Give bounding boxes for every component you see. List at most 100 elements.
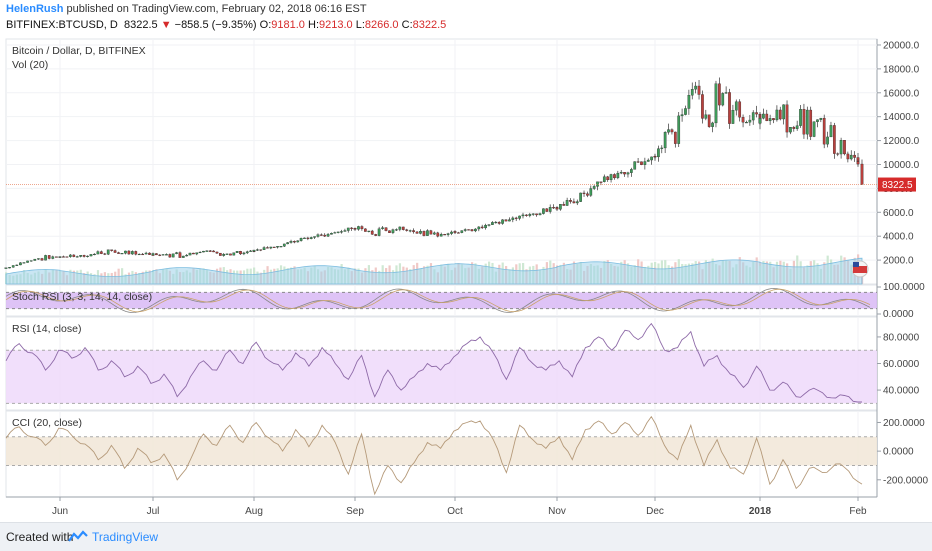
cci-axis-label: 0.0000 [883, 447, 914, 458]
candle-body [453, 231, 457, 233]
candle-body [660, 147, 664, 149]
cci-axis-label: 200.0000 [883, 418, 925, 429]
candle-body [272, 246, 276, 248]
candle-body [171, 253, 175, 258]
candle-body [812, 121, 816, 137]
candle-body [363, 228, 367, 232]
candle-body [805, 109, 809, 135]
candle-body [751, 112, 755, 121]
candle-body [718, 83, 721, 106]
candle-body [158, 254, 162, 256]
candle-body [419, 231, 422, 234]
publish-info: HelenRush published on TradingView.com, … [6, 3, 367, 17]
candle-body [239, 251, 242, 255]
candle-body [388, 230, 391, 233]
time-axis-label: 2018 [749, 506, 772, 517]
candle-body [185, 254, 189, 257]
candle-body [724, 92, 728, 94]
candle-body [731, 110, 735, 124]
candle-body [22, 262, 26, 264]
candle-body [181, 255, 185, 258]
candle-body [609, 174, 613, 181]
rsi-axis-label: 80.0000 [883, 332, 920, 343]
candle-body [330, 233, 333, 235]
candle-body [106, 249, 110, 255]
candle-body [408, 230, 412, 232]
candle-body [677, 115, 681, 144]
candle-body [208, 250, 212, 252]
time-axis-label: Oct [447, 506, 463, 517]
time-axis-label: Feb [849, 506, 867, 517]
candle-body [511, 217, 515, 220]
stoch-axis-label: 100.0000 [883, 282, 925, 293]
candle-body [545, 208, 549, 212]
candle-body [748, 119, 752, 123]
author-link[interactable]: HelenRush [6, 3, 64, 15]
candle-body [822, 117, 826, 145]
tradingview-brand-link[interactable]: TradingView [92, 530, 159, 544]
candle-body [839, 140, 843, 155]
rsi-axis-label: 40.0000 [883, 386, 920, 397]
candle-body [58, 256, 62, 258]
candle-body [738, 101, 742, 118]
price-axis-label: 14000.0 [883, 112, 920, 123]
price-axis-label: 6000.0 [883, 208, 914, 219]
candle-body [202, 250, 205, 253]
candle-body [684, 108, 687, 115]
candle-body [120, 253, 124, 255]
candle-body [789, 127, 792, 133]
candle-body [860, 163, 864, 185]
candle-body [646, 159, 650, 162]
candle-body [497, 221, 501, 224]
price-axis-label: 16000.0 [883, 88, 920, 99]
flag-canton [853, 262, 859, 267]
candle-body [286, 242, 290, 245]
stoch-axis-label: 0.0000 [883, 309, 914, 320]
candle-body [350, 227, 353, 229]
open-value: 9181.0 [271, 19, 305, 31]
candle-body [55, 256, 58, 258]
candle-body [96, 251, 100, 255]
candle-body [514, 217, 518, 219]
candle-body [415, 231, 419, 234]
candle-body [353, 228, 357, 230]
candle-body [843, 140, 846, 155]
candle-body [124, 250, 127, 254]
candle-body [144, 252, 148, 255]
price-axis-label: 4000.0 [883, 232, 914, 243]
candle-body [303, 237, 306, 239]
candle-body [252, 249, 256, 252]
symbol-label: BITFINEX:BTCUSD, D [6, 19, 118, 31]
candle-body [606, 176, 610, 181]
candle-body [103, 253, 107, 255]
candle-body [384, 227, 388, 231]
chart-area[interactable]: 20000.0 18000.0 16000.0 14000.0 12000.0 10000… [0, 0, 932, 522]
candle-body [205, 250, 209, 252]
candle-body [484, 224, 487, 229]
candle-body [474, 228, 477, 232]
high-label: H: [308, 19, 319, 31]
candle-body [768, 118, 772, 122]
candle-body [697, 85, 701, 95]
current-price-label: 8322.5 [882, 180, 913, 191]
candle-body [853, 154, 856, 158]
candle-body [443, 234, 447, 236]
candle-body [711, 122, 714, 127]
published-text: published on TradingView.com, February 0… [66, 3, 367, 15]
candle-body [377, 228, 381, 236]
candle-body [134, 251, 138, 255]
candle-body [141, 253, 145, 256]
candle-body [616, 172, 620, 179]
candle-body [269, 246, 273, 249]
time-axis-label: Aug [245, 506, 263, 517]
footer: Created with TradingView [0, 522, 932, 551]
candle-body [99, 251, 103, 254]
time-axis-label: Dec [646, 506, 664, 517]
candle-body [357, 226, 360, 230]
candle-body [256, 249, 259, 251]
tradingview-logo-icon[interactable] [68, 530, 88, 544]
candle-body [422, 231, 426, 236]
candle-body [262, 247, 266, 250]
candle-body [528, 214, 532, 216]
candle-body [782, 104, 786, 120]
